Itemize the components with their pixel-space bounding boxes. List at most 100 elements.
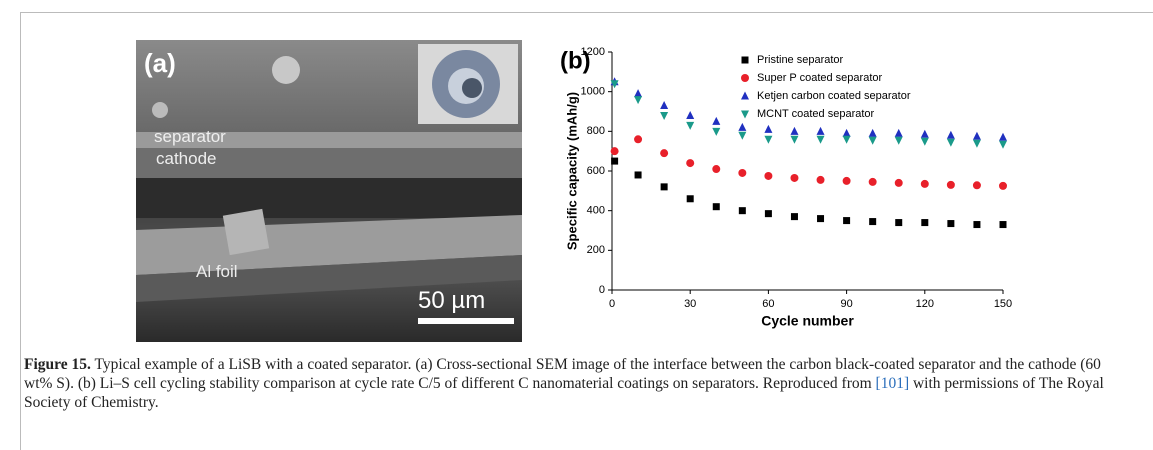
data-point bbox=[921, 219, 929, 227]
x-tick-label: 60 bbox=[762, 298, 774, 310]
caption-text: with permissions of The Royal Society of… bbox=[24, 375, 1104, 411]
panel-label: (b) bbox=[560, 47, 591, 74]
y-tick-label: 1000 bbox=[581, 86, 605, 98]
data-point bbox=[686, 195, 694, 203]
data-point bbox=[611, 157, 619, 165]
data-point bbox=[764, 171, 773, 180]
data-point bbox=[946, 180, 955, 189]
data-point bbox=[790, 173, 799, 182]
y-tick-label: 400 bbox=[587, 205, 605, 217]
x-axis-label: Cycle number bbox=[761, 313, 854, 329]
data-point bbox=[868, 136, 877, 145]
layer-label: separator bbox=[154, 127, 226, 146]
data-point bbox=[764, 124, 773, 133]
layer-label: Al foil bbox=[196, 262, 238, 281]
y-tick-label: 200 bbox=[587, 244, 605, 256]
citation-link[interactable]: [101] bbox=[875, 375, 910, 392]
data-point bbox=[790, 126, 799, 135]
data-point bbox=[660, 149, 669, 158]
data-point bbox=[868, 177, 877, 186]
legend-marker bbox=[741, 56, 749, 64]
frame-line bbox=[20, 12, 1153, 13]
data-point bbox=[790, 213, 798, 221]
y-axis-label: Specific capacity (mAh/g) bbox=[564, 92, 579, 250]
legend-label: Ketjen carbon coated separator bbox=[757, 90, 911, 102]
x-tick-label: 30 bbox=[684, 298, 696, 310]
data-point bbox=[686, 121, 695, 130]
x-tick-label: 150 bbox=[994, 298, 1012, 310]
data-point bbox=[920, 129, 929, 138]
data-point bbox=[973, 221, 981, 229]
data-point bbox=[868, 128, 877, 137]
data-point bbox=[999, 140, 1007, 149]
data-point bbox=[764, 210, 772, 218]
frame-line bbox=[20, 12, 21, 450]
data-point bbox=[869, 218, 877, 226]
data-point bbox=[738, 131, 747, 140]
data-point bbox=[920, 179, 929, 188]
data-point bbox=[686, 110, 695, 119]
data-point bbox=[738, 207, 746, 215]
data-point bbox=[660, 111, 669, 120]
data-point bbox=[634, 135, 643, 144]
data-point bbox=[816, 135, 825, 144]
caption-text: Typical example of a LiSB with a coated … bbox=[24, 356, 1101, 392]
data-point bbox=[972, 139, 981, 148]
data-point bbox=[947, 220, 955, 228]
sem-image: (a) separator cathode Al foil 50 µm bbox=[136, 40, 522, 342]
data-point bbox=[972, 131, 981, 140]
data-point bbox=[972, 181, 981, 190]
data-point bbox=[634, 96, 643, 105]
x-tick-label: 120 bbox=[916, 298, 934, 310]
data-point bbox=[634, 171, 642, 179]
legend-marker bbox=[741, 110, 749, 119]
legend-label: Pristine separator bbox=[757, 54, 844, 66]
data-point bbox=[712, 203, 720, 211]
y-tick-label: 0 bbox=[599, 284, 605, 296]
y-tick-label: 1200 bbox=[581, 46, 605, 58]
data-point bbox=[712, 165, 721, 174]
data-point bbox=[842, 176, 851, 185]
data-point bbox=[920, 137, 929, 146]
data-point bbox=[894, 136, 903, 145]
data-point bbox=[738, 168, 747, 177]
data-point bbox=[738, 122, 747, 131]
data-point bbox=[816, 175, 825, 184]
x-tick-label: 0 bbox=[609, 298, 615, 310]
y-tick-label: 800 bbox=[587, 125, 605, 137]
data-point bbox=[999, 132, 1007, 141]
data-point bbox=[895, 219, 903, 227]
data-point bbox=[660, 183, 668, 191]
legend-label: Super P coated separator bbox=[757, 72, 882, 84]
data-point bbox=[894, 128, 903, 137]
data-point bbox=[610, 147, 619, 156]
data-point bbox=[610, 80, 619, 89]
legend-label: MCNT coated separator bbox=[757, 108, 875, 120]
legend-marker bbox=[741, 74, 749, 82]
data-point bbox=[894, 178, 903, 187]
data-point bbox=[842, 135, 851, 144]
data-point bbox=[764, 135, 773, 144]
data-point bbox=[999, 181, 1007, 190]
x-tick-label: 90 bbox=[840, 298, 852, 310]
data-point bbox=[712, 116, 721, 125]
data-point bbox=[660, 101, 669, 110]
chart: (b) 0 200 400 600 800 1000 1200 0 30 60 90 120 150 Cyc… bbox=[560, 46, 1012, 329]
data-point bbox=[686, 159, 695, 168]
scale-bar-label: 50 µm bbox=[418, 287, 485, 314]
data-point bbox=[816, 126, 825, 135]
legend-marker bbox=[741, 91, 749, 100]
data-point bbox=[843, 217, 851, 225]
caption: Figure 15. Typical example of a LiSB wit… bbox=[24, 355, 1104, 412]
data-point bbox=[790, 135, 799, 144]
data-point bbox=[634, 89, 643, 98]
data-point bbox=[712, 127, 721, 136]
layer-label: cathode bbox=[156, 149, 217, 168]
y-tick-label: 600 bbox=[587, 165, 605, 177]
data-point bbox=[946, 138, 955, 147]
data-point bbox=[999, 221, 1007, 229]
panel-label: (a) bbox=[144, 48, 176, 78]
data-point bbox=[946, 130, 955, 139]
data-point bbox=[842, 128, 851, 137]
